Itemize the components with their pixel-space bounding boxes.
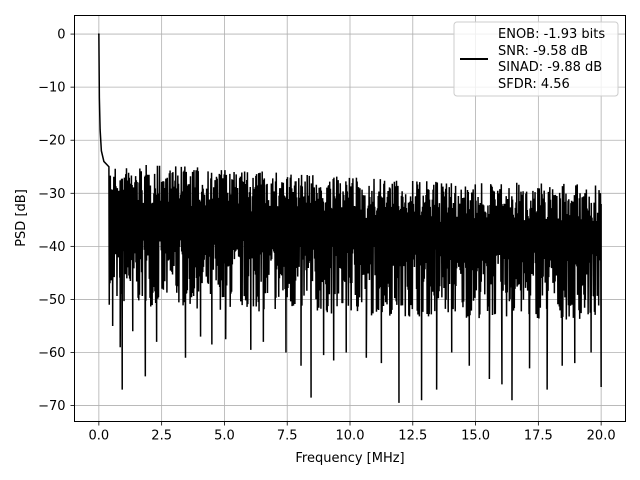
y-tick-label: −30 bbox=[38, 187, 65, 202]
x-tick-label: 7.5 bbox=[277, 429, 298, 444]
legend-label-snr: SNR: -9.58 dB bbox=[498, 44, 588, 59]
y-tick-label: 0 bbox=[57, 28, 65, 43]
y-tick-label: −70 bbox=[38, 399, 65, 414]
legend-box bbox=[453, 21, 619, 97]
y-axis-ticks: 0 −10 −20 −30 −40 −50 −60 −70 bbox=[38, 28, 75, 414]
y-tick-label: −10 bbox=[38, 81, 65, 96]
x-tick-label: 20.0 bbox=[587, 429, 616, 444]
y-axis-label: PSD [dB] bbox=[14, 189, 29, 247]
x-tick-label: 17.5 bbox=[524, 429, 553, 444]
y-tick-label: −60 bbox=[38, 346, 65, 361]
y-tick-label: −50 bbox=[38, 293, 65, 308]
y-tick-label: −40 bbox=[38, 240, 65, 255]
dc-peak-point bbox=[98, 33, 100, 35]
legend: ENOB: -1.93 bits SNR: -9.58 dB SINAD: -9… bbox=[453, 21, 619, 97]
x-axis-ticks: 0.0 2.5 5.0 7.5 10.0 12.5 15.0 17.5 20.0 bbox=[89, 421, 616, 444]
y-tick-label: −20 bbox=[38, 134, 65, 149]
legend-label-sfdr: SFDR: 4.56 bbox=[498, 77, 570, 92]
x-tick-label: 5.0 bbox=[214, 429, 235, 444]
psd-series-line bbox=[98, 34, 602, 403]
x-tick-label: 12.5 bbox=[398, 429, 427, 444]
plot-area bbox=[98, 33, 602, 403]
legend-label-sinad: SINAD: -9.88 dB bbox=[498, 60, 602, 75]
x-axis-label: Frequency [MHz] bbox=[295, 451, 404, 466]
x-tick-label: 0.0 bbox=[89, 429, 110, 444]
x-tick-label: 15.0 bbox=[461, 429, 490, 444]
x-tick-label: 10.0 bbox=[336, 429, 365, 444]
legend-label-enob: ENOB: -1.93 bits bbox=[498, 27, 605, 42]
x-tick-label: 2.5 bbox=[151, 429, 172, 444]
